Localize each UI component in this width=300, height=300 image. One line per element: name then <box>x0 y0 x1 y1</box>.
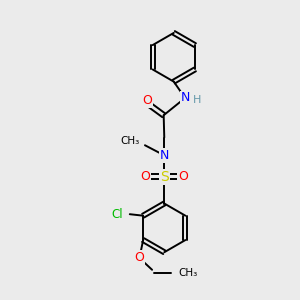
Text: H: H <box>194 95 202 105</box>
Text: O: O <box>134 251 144 264</box>
Text: O: O <box>140 170 150 183</box>
Text: N: N <box>180 92 190 104</box>
Text: CH₃: CH₃ <box>120 136 140 146</box>
Text: CH₃: CH₃ <box>178 268 197 278</box>
Text: N: N <box>160 149 169 162</box>
Text: O: O <box>178 170 188 183</box>
Text: Cl: Cl <box>111 208 123 221</box>
Text: S: S <box>160 170 169 184</box>
Text: O: O <box>142 94 152 107</box>
